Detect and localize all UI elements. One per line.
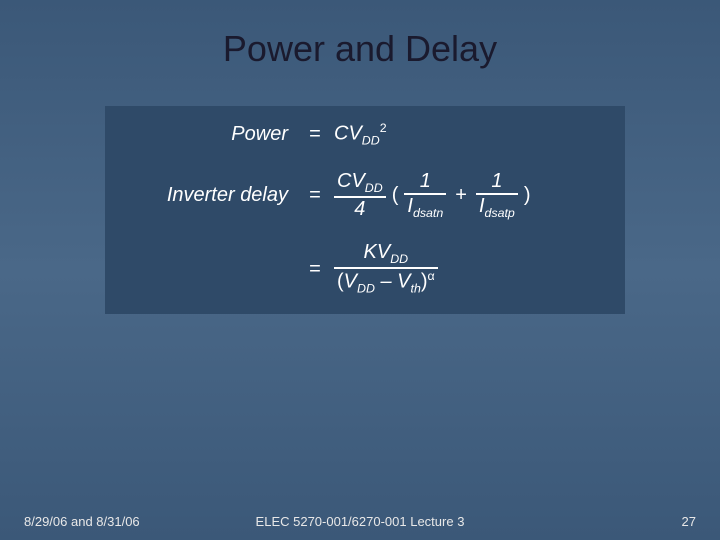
sym-V: V (351, 170, 364, 192)
rhs-delay: CVDD 4 ( 1 Idsatn + 1 Idsatp ) (334, 171, 609, 220)
paren-open: ( (392, 182, 399, 209)
sym-V: V (344, 271, 357, 293)
paren-close: ) (524, 182, 531, 209)
frac-1-over-idsatn: 1 Idsatn (404, 171, 446, 220)
equation-row-delay: Inverter delay = CVDD 4 ( 1 Idsatn + 1 (121, 171, 609, 220)
sub-DD: DD (357, 282, 375, 296)
num-1: 1 (417, 171, 434, 193)
sub-DD: DD (390, 252, 408, 266)
sub-th: th (411, 282, 421, 296)
equation-row-simplified: = KVDD (VDD – Vth)α (121, 242, 609, 296)
rhs-simplified: KVDD (VDD – Vth)α (334, 242, 609, 296)
frac-kvdd-over-vdd-vth: KVDD (VDD – Vth)α (334, 242, 438, 296)
sym-C: C (334, 123, 348, 145)
sub-DD: DD (362, 134, 380, 148)
num-1: 1 (488, 171, 505, 193)
den-4: 4 (351, 198, 368, 220)
equals-sign: = (296, 256, 334, 283)
sub-dsatp: dsatp (485, 206, 515, 220)
sub-DD: DD (365, 181, 383, 195)
sym-C: C (337, 170, 351, 192)
equals-sign: = (296, 121, 334, 148)
sym-V: V (377, 241, 390, 263)
footer-course: ELEC 5270-001/6270-001 Lecture 3 (0, 514, 720, 529)
plus-sign: + (452, 182, 470, 209)
paren-close: ) (421, 271, 428, 293)
sup-2: 2 (380, 121, 387, 135)
sym-V: V (397, 271, 410, 293)
paren-open: ( (337, 271, 344, 293)
lhs-delay: Inverter delay (121, 182, 296, 209)
sub-dsatn: dsatn (413, 206, 443, 220)
equation-box: Power = CVDD2 Inverter delay = CVDD 4 ( … (105, 106, 625, 314)
rhs-power: CVDD2 (334, 120, 609, 149)
sup-alpha: α (428, 269, 435, 283)
lhs-power: Power (121, 121, 296, 148)
slide-title: Power and Delay (0, 0, 720, 70)
frac-cvdd-over-4: CVDD 4 (334, 171, 386, 220)
footer-page-number: 27 (682, 514, 696, 529)
equation-row-power: Power = CVDD2 (121, 120, 609, 149)
frac-1-over-idsatp: 1 Idsatp (476, 171, 518, 220)
sym-K: K (364, 241, 377, 263)
equals-sign: = (296, 182, 334, 209)
minus-sign: – (375, 271, 397, 293)
sym-V: V (348, 123, 361, 145)
